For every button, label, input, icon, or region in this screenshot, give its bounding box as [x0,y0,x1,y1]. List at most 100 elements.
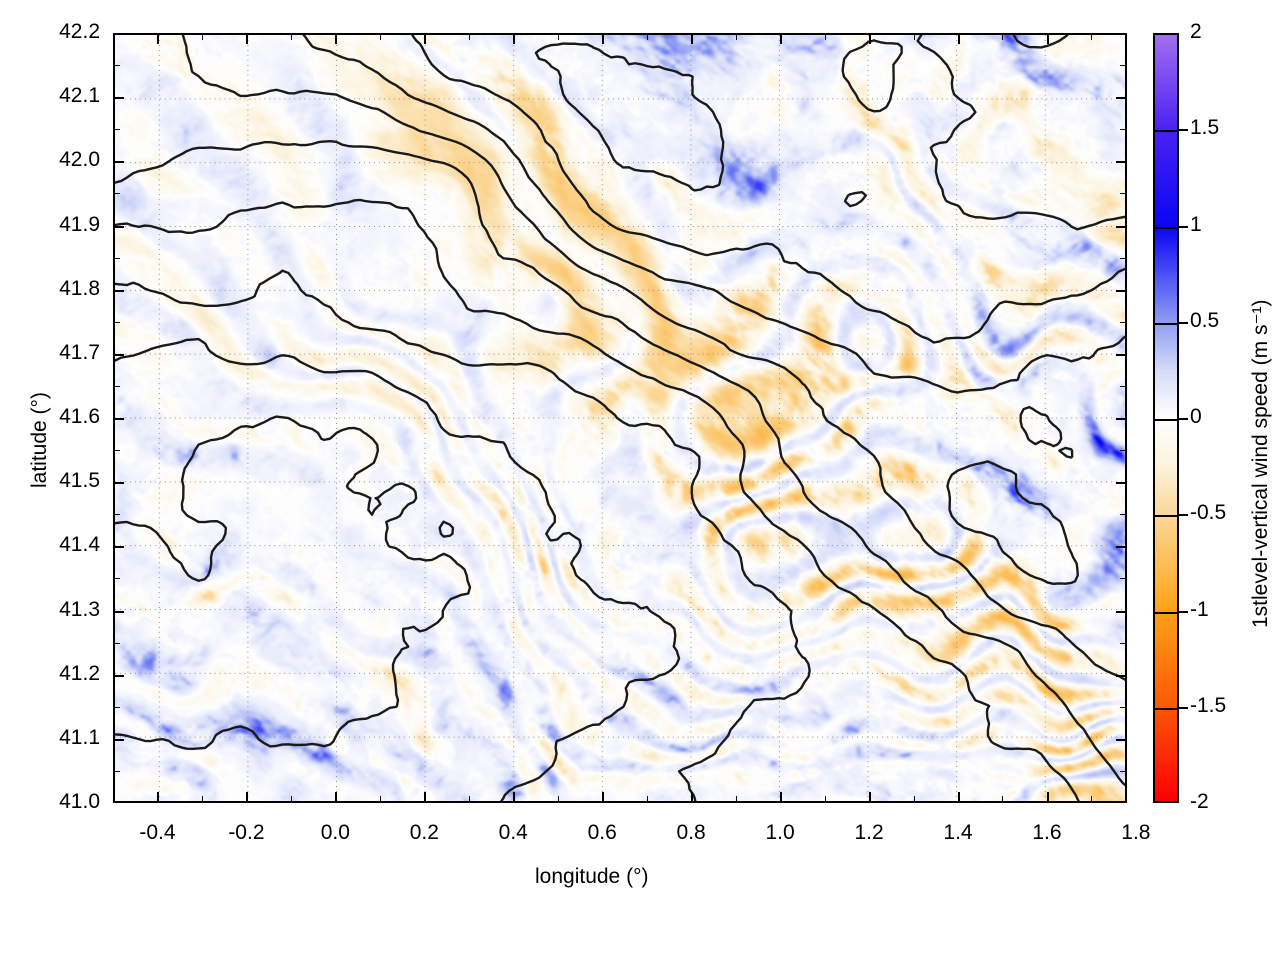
y-minor-tick [113,193,120,195]
colorbar-segment-separator [1155,611,1177,614]
y-minor-tick [113,514,120,516]
y-minor-tick [1120,321,1127,323]
x-major-tick [602,792,605,803]
x-minor-tick [290,796,292,803]
colorbar-tick [1179,321,1188,324]
x-major-tick [958,33,960,44]
y-minor-tick [113,129,120,131]
colorbar-tick [1179,514,1188,517]
x-major-tick [335,792,338,803]
y-tick-label: 41.0 [59,790,100,813]
colorbar-segment-separator [1155,226,1177,229]
colorbar-title: 1stlevel-vertical wind speed (m s⁻¹) [1249,299,1272,628]
y-tick-label: 41.2 [59,661,100,685]
y-tick-label: 41.5 [59,469,100,493]
x-tick-label: -0.2 [228,821,265,844]
x-minor-tick [201,796,203,803]
y-minor-tick [1120,385,1127,387]
x-major-tick [513,792,516,803]
x-major-tick [691,33,694,44]
y-major-tick [1116,353,1127,356]
x-major-tick [246,792,249,803]
y-major-tick [1116,610,1127,613]
x-minor-tick [201,33,203,40]
x-tick-label: 1.4 [943,821,973,844]
x-minor-tick [735,33,737,40]
y-tick-label: 41.4 [59,533,100,557]
x-major-tick [246,33,249,44]
y-major-tick [113,289,124,292]
colorbar-tick-label: -1.5 [1190,693,1227,717]
x-minor-tick [468,33,470,40]
y-major-tick [113,418,124,420]
colorbar[interactable] [1153,33,1179,803]
colorbar-tick-label: 0 [1190,405,1202,428]
y-major-tick [1116,546,1127,549]
x-minor-tick [646,796,648,803]
y-minor-tick [1120,770,1127,772]
y-tick-label: 41.1 [59,725,100,749]
y-minor-tick [1120,706,1127,708]
y-tick-label: 41.9 [59,212,100,236]
x-minor-tick [379,33,381,40]
y-major-tick [1116,482,1127,485]
x-major-tick [157,792,160,803]
x-minor-tick [735,796,737,803]
colorbar-tick [1179,129,1188,132]
x-minor-tick [824,33,826,40]
y-tick-label: 42.1 [59,84,100,108]
x-tick-label: 0.6 [587,821,617,844]
y-minor-tick [1120,578,1127,580]
y-major-tick [113,482,124,485]
x-tick-label: 1.6 [1032,821,1062,844]
y-major-tick [1116,674,1127,677]
y-major-tick [113,353,124,356]
x-minor-tick [1091,33,1093,40]
x-major-tick [602,33,605,44]
x-major-tick [335,33,338,44]
x-minor-tick [379,796,381,803]
colorbar-tick [1179,418,1188,420]
y-minor-tick [1120,514,1127,516]
x-major-tick [1046,792,1049,803]
colorbar-tick-label: 1 [1190,212,1202,236]
y-minor-tick [1120,65,1127,67]
x-major-tick [869,33,872,44]
x-axis-title: longitude (°) [535,865,649,888]
colorbar-tick-label: 0.5 [1190,308,1220,332]
y-tick-label: 41.6 [59,405,100,428]
grid-lines [115,35,1125,801]
colorbar-segment-separator [1155,130,1177,133]
y-minor-tick [113,385,120,387]
colorbar-tick-label: -0.5 [1190,501,1227,525]
y-major-tick [113,610,124,613]
x-major-tick [869,792,872,803]
x-tick-label: 0.8 [676,821,706,844]
colorbar-tick [1179,706,1188,709]
x-major-tick [958,792,960,803]
y-tick-label: 42.2 [59,20,100,43]
y-minor-tick [113,65,120,67]
colorbar-gradient [1155,35,1177,801]
y-major-tick [113,161,124,164]
y-major-tick [1116,97,1127,100]
x-minor-tick [1091,796,1093,803]
x-major-tick [513,33,516,44]
y-minor-tick [1120,257,1127,259]
x-minor-tick [290,33,292,40]
x-minor-tick [1002,796,1004,803]
y-minor-tick [113,321,120,323]
x-minor-tick [646,33,648,40]
y-minor-tick [1120,642,1127,644]
terrain-contour-lines [115,35,1125,801]
x-major-tick [1046,33,1049,44]
colorbar-tick-label: -2 [1190,790,1209,813]
x-tick-label: 0.0 [320,821,350,844]
y-minor-tick [1120,129,1127,131]
plot-area[interactable] [113,33,1127,803]
colorbar-tick-label: 2 [1190,20,1202,43]
colorbar-tick-label: -1 [1190,597,1209,621]
x-major-tick [780,792,783,803]
x-tick-label: -0.4 [139,821,176,844]
y-minor-tick [113,706,120,708]
